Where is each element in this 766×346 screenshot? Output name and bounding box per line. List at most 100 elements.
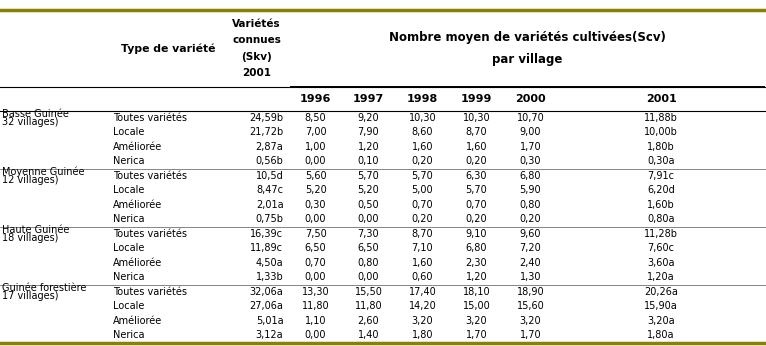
Text: 0,80a: 0,80a: [647, 215, 675, 225]
Text: 5,70: 5,70: [358, 171, 379, 181]
Text: 0,70: 0,70: [466, 200, 487, 210]
Text: Locale: Locale: [113, 301, 145, 311]
Text: 8,70: 8,70: [411, 229, 434, 239]
Text: Toutes variétés: Toutes variétés: [113, 229, 188, 239]
Text: 0,30: 0,30: [519, 156, 542, 166]
Text: 5,70: 5,70: [411, 171, 434, 181]
Text: 2,40: 2,40: [519, 258, 542, 268]
Text: (Skv): (Skv): [241, 52, 272, 62]
Text: 8,60: 8,60: [411, 127, 434, 137]
Text: 6,50: 6,50: [358, 243, 379, 253]
Text: 0,70: 0,70: [305, 258, 326, 268]
Text: 0,30a: 0,30a: [647, 156, 675, 166]
Text: 8,47c: 8,47c: [257, 185, 283, 195]
Text: 0,20: 0,20: [466, 215, 487, 225]
Text: 0,60: 0,60: [411, 272, 434, 282]
Text: Locale: Locale: [113, 127, 145, 137]
Text: 0,00: 0,00: [358, 272, 379, 282]
Text: 13,30: 13,30: [302, 287, 329, 297]
Text: Haute Guinée: Haute Guinée: [2, 225, 69, 235]
Text: 17 villages): 17 villages): [2, 291, 58, 301]
Text: 2,60: 2,60: [358, 316, 379, 326]
Text: 10,00b: 10,00b: [644, 127, 678, 137]
Text: 1999: 1999: [461, 94, 492, 103]
Text: 1,00: 1,00: [305, 142, 326, 152]
Text: 7,30: 7,30: [358, 229, 379, 239]
Text: 6,30: 6,30: [466, 171, 487, 181]
Text: 20,26a: 20,26a: [644, 287, 678, 297]
Text: 21,72b: 21,72b: [249, 127, 283, 137]
Text: 0,80: 0,80: [358, 258, 379, 268]
Text: Nerica: Nerica: [113, 272, 145, 282]
Text: 5,70: 5,70: [466, 185, 487, 195]
Text: 7,20: 7,20: [519, 243, 542, 253]
Text: 0,20: 0,20: [466, 156, 487, 166]
Text: Toutes variétés: Toutes variétés: [113, 171, 188, 181]
Text: 18,90: 18,90: [516, 287, 545, 297]
Text: 16,39c: 16,39c: [250, 229, 283, 239]
Text: 4,50a: 4,50a: [256, 258, 283, 268]
Text: 2000: 2000: [516, 94, 545, 103]
Text: 0,80: 0,80: [519, 200, 542, 210]
Text: Type de variété: Type de variété: [121, 43, 216, 54]
Text: 0,30: 0,30: [305, 200, 326, 210]
Text: 1,10: 1,10: [305, 316, 326, 326]
Text: 0,20: 0,20: [411, 215, 434, 225]
Text: 1,30: 1,30: [519, 272, 542, 282]
Text: 1998: 1998: [407, 94, 438, 103]
Text: Locale: Locale: [113, 185, 145, 195]
Text: 5,01a: 5,01a: [256, 316, 283, 326]
Text: 7,10: 7,10: [411, 243, 434, 253]
Text: 15,60: 15,60: [516, 301, 545, 311]
Text: 32 villages): 32 villages): [2, 117, 58, 127]
Text: 2001: 2001: [242, 69, 271, 78]
Text: 27,06a: 27,06a: [250, 301, 283, 311]
Text: 1,33b: 1,33b: [256, 272, 283, 282]
Text: 0,00: 0,00: [305, 272, 326, 282]
Text: 24,59b: 24,59b: [249, 113, 283, 123]
Text: 7,60c: 7,60c: [647, 243, 675, 253]
Text: 1997: 1997: [353, 94, 384, 103]
Text: Nerica: Nerica: [113, 215, 145, 225]
Text: 6,80: 6,80: [519, 171, 542, 181]
Text: 1,20: 1,20: [358, 142, 379, 152]
Text: 0,75b: 0,75b: [255, 215, 283, 225]
Text: 9,60: 9,60: [519, 229, 542, 239]
Text: 3,20a: 3,20a: [647, 316, 675, 326]
Text: Toutes variétés: Toutes variétés: [113, 287, 188, 297]
Text: 10,30: 10,30: [463, 113, 490, 123]
Text: 7,00: 7,00: [305, 127, 326, 137]
Text: 1,70: 1,70: [466, 330, 487, 340]
Text: Améliorée: Améliorée: [113, 258, 162, 268]
Text: 1,20a: 1,20a: [647, 272, 675, 282]
Text: 3,20: 3,20: [466, 316, 487, 326]
Text: 3,20: 3,20: [411, 316, 434, 326]
Text: 1,60b: 1,60b: [647, 200, 675, 210]
Text: Moyenne Guinée: Moyenne Guinée: [2, 167, 84, 177]
Text: 15,50: 15,50: [355, 287, 382, 297]
Text: 8,70: 8,70: [466, 127, 487, 137]
Text: Nerica: Nerica: [113, 330, 145, 340]
Text: 1,20: 1,20: [466, 272, 487, 282]
Text: 1,60: 1,60: [411, 142, 434, 152]
Text: 11,80: 11,80: [302, 301, 329, 311]
Text: 0,50: 0,50: [358, 200, 379, 210]
Text: 1,70: 1,70: [519, 330, 542, 340]
Text: 6,80: 6,80: [466, 243, 487, 253]
Text: 5,60: 5,60: [305, 171, 326, 181]
Text: 7,50: 7,50: [305, 229, 326, 239]
Text: 14,20: 14,20: [408, 301, 437, 311]
Text: 3,60a: 3,60a: [647, 258, 675, 268]
Text: connues: connues: [232, 35, 281, 45]
Text: 1,80b: 1,80b: [647, 142, 675, 152]
Text: Nerica: Nerica: [113, 156, 145, 166]
Text: 10,70: 10,70: [516, 113, 545, 123]
Text: par village: par village: [492, 53, 562, 66]
Text: 17,40: 17,40: [408, 287, 437, 297]
Text: 18 villages): 18 villages): [2, 233, 58, 243]
Text: Locale: Locale: [113, 243, 145, 253]
Text: 10,30: 10,30: [408, 113, 437, 123]
Text: 15,90a: 15,90a: [644, 301, 678, 311]
Text: 0,70: 0,70: [411, 200, 434, 210]
Text: 11,88b: 11,88b: [644, 113, 678, 123]
